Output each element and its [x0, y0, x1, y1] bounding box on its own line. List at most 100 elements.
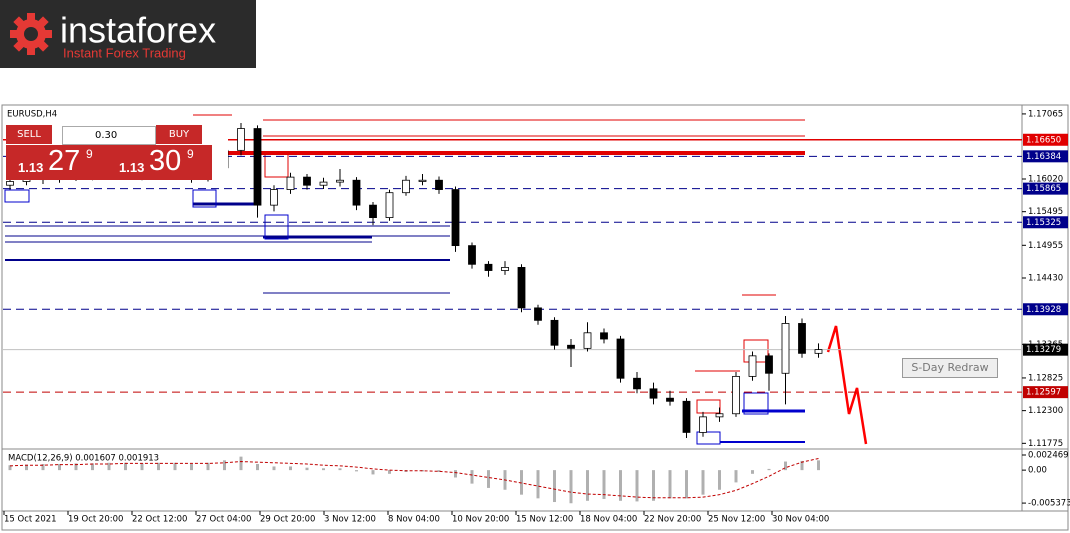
candle-body: [600, 332, 608, 340]
candle-body: [699, 416, 707, 433]
level-label: 1.16650: [1026, 135, 1061, 145]
analysis-drawing: [696, 399, 721, 414]
y-tick-label: 1.12300: [1028, 406, 1063, 416]
level-label: 1.16384: [1026, 152, 1061, 162]
macd-tick-label: 0.002469: [1028, 450, 1069, 460]
level-label: 1.13928: [1026, 305, 1061, 315]
candle-body: [583, 332, 592, 349]
x-tick-label: 22 Oct 12:00: [132, 515, 187, 525]
candle-body: [303, 176, 311, 186]
level-tag: [1023, 182, 1068, 195]
sell-button[interactable]: SELL: [6, 125, 52, 144]
level-label: 1.15865: [1026, 184, 1061, 194]
x-tick-label: 15 Nov 12:00: [516, 515, 573, 525]
level-tag: [1023, 303, 1068, 316]
y-tick-label: 1.14955: [1028, 241, 1063, 251]
bid-pips: 27: [48, 145, 81, 177]
x-tick-label: 25 Nov 12:00: [708, 515, 765, 525]
analysis-drawing: [826, 325, 868, 445]
candle-body: [814, 349, 823, 354]
macd-tick-label: -0.005373: [1028, 499, 1070, 509]
y-tick-label: 1.16020: [1028, 174, 1063, 184]
x-tick-label: 10 Nov 20:00: [452, 515, 509, 525]
y-tick-label: 1.17065: [1028, 109, 1063, 119]
redraw-button[interactable]: S-Day Redraw: [902, 358, 998, 378]
macd-tick-label: 0.00: [1028, 466, 1047, 476]
macd-signal: [9, 457, 819, 499]
x-tick-label: 29 Oct 20:00: [260, 515, 315, 525]
lot-value: 0.30: [95, 130, 118, 141]
x-tick-label: 19 Oct 20:00: [68, 515, 123, 525]
candle-body: [402, 179, 410, 194]
level-label: 1.12597: [1026, 388, 1061, 398]
candle-body: [616, 338, 625, 379]
macd-label: MACD(12,26,9) 0.001607 0.001913: [8, 454, 159, 464]
candle-body: [781, 323, 790, 374]
logo-tagline: Instant Forex Trading: [63, 45, 186, 60]
level-label: 1.13279: [1026, 345, 1061, 355]
analysis-drawing: [696, 431, 721, 445]
candle-body: [369, 204, 377, 218]
analysis-drawing: [743, 392, 769, 415]
bid-price[interactable]: 1.13 27 9: [6, 145, 111, 180]
candle-body: [501, 267, 509, 271]
x-tick-label: 15 Oct 2021: [4, 515, 57, 525]
candle-body: [732, 375, 740, 415]
ask-fraction: 9: [187, 147, 194, 161]
candle-body: [484, 263, 493, 271]
candle-body: [270, 189, 278, 206]
x-tick-label: 18 Nov 04:00: [580, 515, 637, 525]
level-tag: [1023, 150, 1068, 163]
bid-fraction: 9: [86, 147, 93, 161]
candle-body: [385, 192, 394, 218]
candle-body: [633, 377, 641, 390]
symbol-label: EURUSD,H4: [7, 110, 57, 120]
candle-body: [418, 179, 427, 182]
candle-body: [451, 189, 460, 247]
x-tick-label: 30 Nov 04:00: [772, 515, 829, 525]
candle-body: [237, 128, 245, 151]
bid-handle: 1.13: [18, 160, 44, 175]
candle-body: [682, 400, 691, 433]
analysis-drawing: [264, 214, 289, 240]
candle-body: [534, 307, 542, 321]
logo-name: instaforex: [60, 10, 216, 51]
level-tag: [1023, 133, 1068, 146]
trade-panel: SELL 0.30 BUY 1.13 27 9 1.13 30 9: [6, 125, 228, 180]
level-label: 1.15325: [1026, 218, 1061, 228]
analysis-drawing: [192, 189, 217, 208]
candle-body: [319, 181, 328, 186]
candle-body: [253, 128, 262, 206]
x-tick-label: 22 Nov 20:00: [644, 515, 701, 525]
x-tick-label: 27 Oct 04:00: [196, 515, 251, 525]
buy-button[interactable]: BUY: [156, 125, 202, 144]
candle-body: [286, 176, 295, 190]
chart-frame: [1, 104, 1069, 531]
lot-input[interactable]: 0.30: [62, 126, 156, 145]
level-tag: [1023, 216, 1068, 229]
ask-pips: 30: [149, 145, 182, 177]
candle-body: [336, 179, 344, 183]
level-tag: [1023, 386, 1068, 399]
logo-gear: [10, 13, 52, 55]
candle-body: [649, 388, 658, 399]
x-tick-label: 3 Nov 12:00: [324, 515, 376, 525]
candle-body: [517, 267, 526, 309]
candle-body: [468, 245, 476, 265]
ask-handle: 1.13: [119, 160, 145, 175]
candle-body: [435, 179, 443, 190]
candle-body: [550, 319, 559, 346]
candle-body: [666, 397, 674, 402]
candle-body: [715, 413, 724, 418]
candle-body: [6, 181, 14, 186]
y-tick-label: 1.15495: [1028, 207, 1063, 217]
candle-body: [798, 323, 806, 354]
level-tag: [1023, 343, 1068, 356]
candle-body: [567, 344, 575, 349]
ask-price[interactable]: 1.13 30 9: [107, 145, 212, 180]
candle-body: [748, 355, 757, 377]
x-tick-label: 8 Nov 04:00: [388, 515, 440, 525]
candle-body: [352, 179, 361, 206]
